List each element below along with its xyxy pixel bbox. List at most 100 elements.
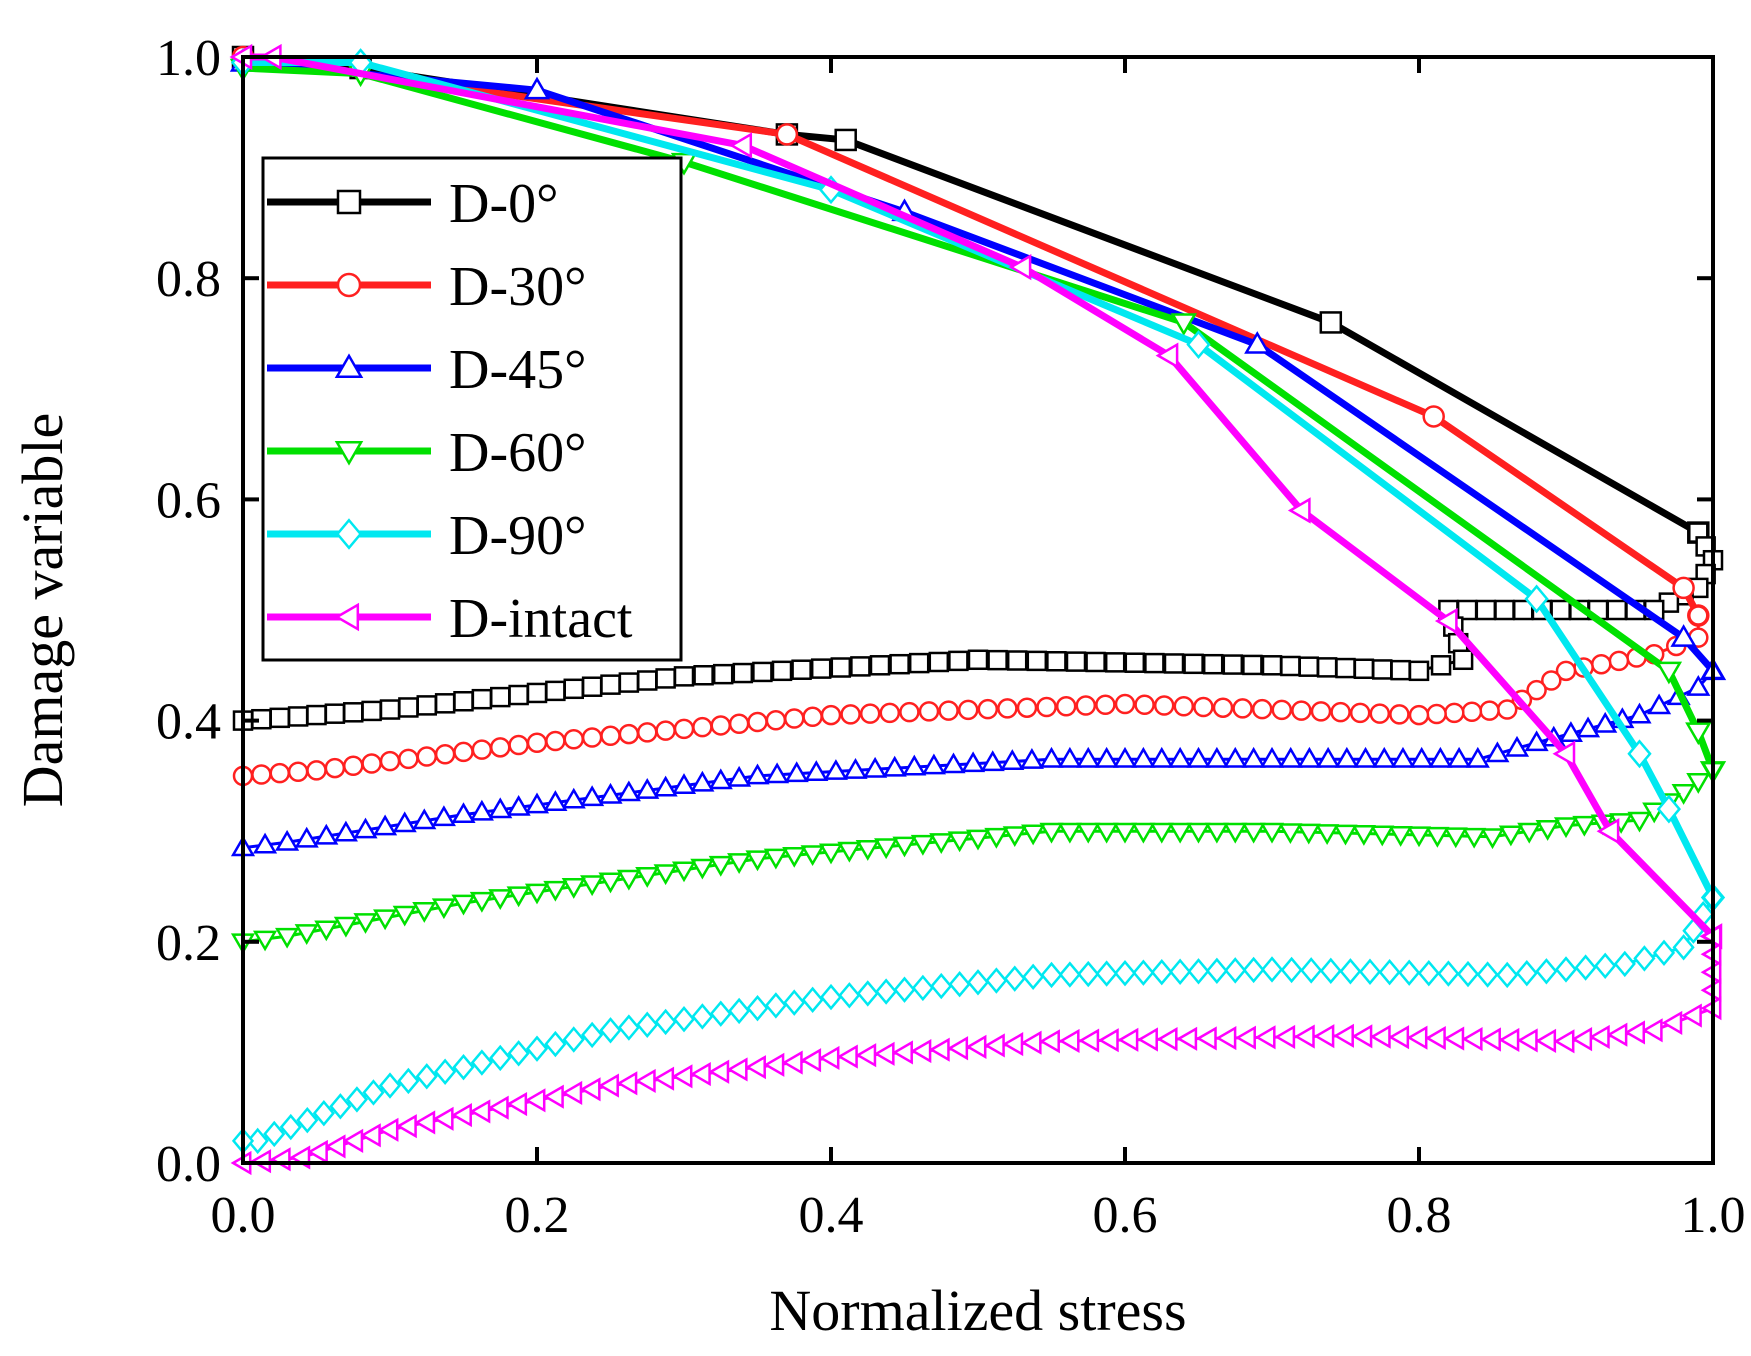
- data-point-marker: [1078, 1028, 1100, 1053]
- data-point-marker: [263, 1120, 286, 1148]
- data-point-marker: [1339, 958, 1362, 985]
- data-point-marker: [1204, 822, 1229, 844]
- data-point-marker: [1685, 722, 1712, 746]
- data-point-marker: [1168, 746, 1193, 768]
- data-point-marker: [746, 994, 769, 1022]
- data-point-marker: [395, 1114, 417, 1139]
- data-point-marker: [1681, 1003, 1702, 1028]
- data-point-marker: [1558, 721, 1583, 742]
- data-point-marker: [471, 688, 493, 710]
- data-point-marker: [802, 706, 823, 728]
- data-point-marker: [579, 1077, 601, 1102]
- data-point-marker: [373, 814, 398, 836]
- data-point-marker: [1113, 959, 1137, 987]
- data-point-marker: [432, 1106, 454, 1131]
- data-point-marker: [1040, 961, 1063, 989]
- data-point-marker: [469, 1099, 491, 1124]
- data-point-marker: [1406, 1025, 1428, 1050]
- data-point-marker: [1555, 660, 1577, 682]
- data-point-marker: [1316, 657, 1338, 678]
- data-point-marker: [673, 666, 695, 687]
- data-point-marker: [1193, 696, 1214, 718]
- legend-item: D-0°: [267, 173, 558, 235]
- series-d-30-: [231, 45, 1710, 787]
- data-point-marker: [1003, 965, 1026, 992]
- data-point-marker: [1223, 746, 1248, 768]
- data-point-marker: [1076, 746, 1101, 768]
- data-point-marker: [469, 891, 494, 913]
- data-point-marker: [1057, 746, 1082, 768]
- data-point-marker: [1606, 599, 1628, 621]
- data-point-marker: [434, 743, 456, 765]
- data-point-marker: [1424, 1026, 1446, 1051]
- data-point-marker: [1672, 934, 1695, 961]
- data-point-marker: [948, 971, 971, 998]
- data-point-marker: [345, 1086, 369, 1113]
- data-point-marker: [246, 1127, 269, 1155]
- data-point-marker: [377, 1117, 399, 1142]
- data-point-marker: [928, 1037, 950, 1062]
- data-point-marker: [1596, 818, 1620, 845]
- data-point-marker: [1261, 655, 1283, 676]
- data-point-marker: [1186, 330, 1211, 360]
- x-tick-label: 1.0: [1681, 1187, 1746, 1244]
- data-point-marker: [818, 843, 844, 865]
- data-point-marker: [1541, 670, 1562, 691]
- data-point-marker: [1461, 1026, 1483, 1052]
- data-point-marker: [728, 713, 750, 734]
- data-point-marker: [1104, 652, 1126, 673]
- data-point-marker: [452, 1053, 475, 1081]
- data-point-marker: [1195, 1026, 1217, 1051]
- data-point-marker: [1434, 607, 1458, 635]
- data-point-marker: [709, 1000, 732, 1027]
- data-point-marker: [791, 659, 812, 680]
- data-point-marker: [1183, 653, 1204, 675]
- data-point-marker: [269, 762, 290, 784]
- data-point-marker: [506, 1091, 528, 1117]
- data-point-marker: [1223, 822, 1248, 844]
- data-point-marker: [526, 682, 548, 704]
- data-point-marker: [1022, 963, 1045, 991]
- data-point-marker: [1370, 825, 1395, 847]
- data-point-marker: [1134, 694, 1155, 715]
- data-point-marker: [775, 123, 799, 146]
- data-point-marker: [616, 780, 641, 802]
- data-point-marker: [653, 864, 678, 886]
- data-point-marker: [910, 1038, 932, 1064]
- data-point-marker: [1315, 824, 1340, 845]
- data-point-marker: [856, 980, 879, 1007]
- series-d-45-: [229, 49, 1727, 857]
- data-point-marker: [1251, 698, 1273, 720]
- data-point-marker: [745, 763, 770, 785]
- data-point-marker: [1575, 716, 1601, 738]
- legend-item: D-30°: [267, 256, 586, 318]
- data-point-marker: [893, 976, 916, 1003]
- data-point-marker: [1591, 653, 1612, 675]
- data-point-marker: [1291, 700, 1312, 721]
- data-point-marker: [1461, 701, 1483, 723]
- data-point-marker: [708, 768, 733, 790]
- x-tick-label: 0.6: [1093, 1187, 1158, 1244]
- data-point-marker: [561, 878, 586, 899]
- data-point-marker: [1244, 331, 1271, 354]
- y-tick-label: 0.6: [156, 472, 221, 529]
- data-point-marker: [392, 811, 417, 833]
- data-point-marker: [1212, 697, 1234, 718]
- data-point-marker: [1526, 679, 1547, 701]
- data-point-marker: [1480, 1027, 1501, 1052]
- data-point-marker: [1390, 746, 1416, 768]
- data-point-marker: [1241, 746, 1266, 768]
- legend-label: D-45°: [449, 339, 586, 401]
- data-point-marker: [343, 702, 364, 723]
- data-point-marker: [329, 1093, 352, 1120]
- data-point-marker: [581, 676, 603, 697]
- data-point-marker: [1020, 1030, 1042, 1055]
- data-point-marker: [1204, 746, 1229, 768]
- data-point-marker: [1554, 956, 1578, 983]
- data-point-marker: [1627, 739, 1652, 769]
- y-tick-label: 1.0: [156, 30, 221, 87]
- data-point-marker: [470, 1049, 493, 1076]
- data-point-marker: [899, 701, 920, 723]
- data-point-marker: [1398, 959, 1421, 986]
